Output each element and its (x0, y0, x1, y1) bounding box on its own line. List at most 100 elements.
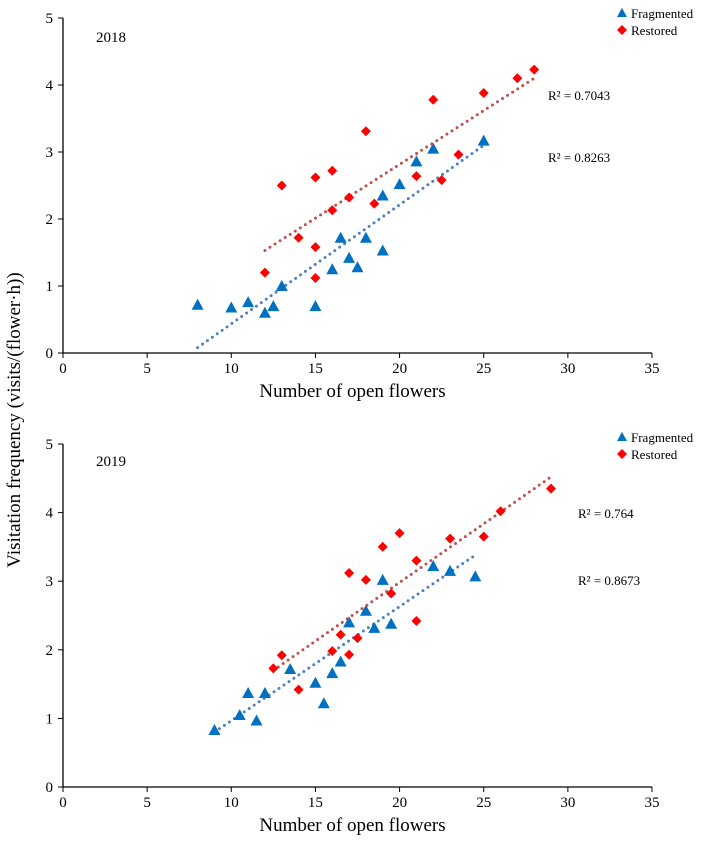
x-tick-label: 10 (224, 795, 239, 811)
point-fragmented (427, 142, 440, 154)
point-restored (495, 506, 506, 517)
point-restored (293, 232, 304, 243)
point-fragmented (326, 667, 339, 679)
legend-triangle-icon (617, 8, 627, 17)
point-fragmented (359, 231, 372, 243)
point-fragmented (376, 573, 389, 585)
x-axis-label: Number of open flowers (259, 815, 445, 836)
point-fragmented (267, 300, 280, 312)
chart-year-label: 2018 (96, 30, 126, 46)
point-restored (327, 165, 338, 176)
point-fragmented (469, 570, 482, 582)
point-fragmented (191, 298, 204, 310)
point-restored (512, 73, 523, 84)
x-tick-label: 15 (308, 361, 323, 377)
point-restored (428, 94, 439, 105)
point-fragmented (376, 244, 389, 256)
point-restored (478, 531, 489, 542)
chart-2019: 0 5 10 15 20 25 30 35 0 1 2 3 4 5 Number of open flowe… (46, 430, 694, 836)
chart-year-label: 2019 (96, 454, 126, 470)
point-restored (360, 126, 371, 137)
r-squared-restored: R² = 0.7043 (548, 88, 610, 103)
x-tick-label: 5 (143, 361, 151, 377)
point-restored (276, 650, 287, 661)
legend-diamond-icon (617, 449, 627, 459)
point-restored (327, 646, 338, 657)
point-fragmented (242, 687, 255, 699)
point-fragmented (368, 621, 381, 633)
point-fragmented (326, 263, 339, 275)
y-tick-label: 5 (46, 437, 54, 453)
point-restored (411, 615, 422, 626)
point-fragmented (376, 189, 389, 201)
x-tick-label: 25 (476, 361, 491, 377)
point-fragmented (258, 687, 271, 699)
point-restored (386, 588, 397, 599)
r-squared-fragmented: R² = 0.8263 (548, 150, 610, 165)
legend-restored: Restored (631, 447, 678, 462)
legend-triangle-icon (617, 432, 627, 441)
point-restored (310, 242, 321, 253)
point-fragmented (334, 231, 347, 243)
point-fragmented (359, 604, 372, 616)
point-restored (369, 198, 380, 209)
point-fragmented (242, 296, 255, 308)
point-fragmented (427, 560, 440, 572)
point-fragmented (477, 134, 490, 146)
y-tick-label: 0 (46, 780, 54, 796)
y-tick-label: 2 (46, 212, 54, 228)
point-restored (411, 555, 422, 566)
point-fragmented (343, 251, 356, 263)
point-restored (377, 541, 388, 552)
point-fragmented (233, 708, 246, 720)
point-fragmented (275, 280, 288, 291)
x-axis-label: Number of open flowers (259, 381, 445, 402)
point-fragmented (351, 261, 364, 273)
y-tick-label: 0 (46, 346, 54, 362)
point-fragmented (250, 714, 263, 726)
point-restored (478, 88, 489, 99)
point-fragmented (284, 663, 297, 675)
point-restored (335, 629, 346, 640)
y-tick-label: 4 (46, 78, 54, 94)
point-fragmented (309, 676, 322, 688)
point-restored (436, 175, 447, 186)
point-fragmented (385, 617, 398, 629)
trendline-fragmented (196, 143, 486, 350)
x-tick-label: 30 (560, 361, 575, 377)
x-tick-label: 20 (392, 361, 407, 377)
y-tick-label: 4 (46, 506, 54, 522)
point-restored (293, 684, 304, 695)
x-tick-label: 15 (308, 795, 323, 811)
point-restored (276, 180, 287, 191)
point-restored (344, 192, 355, 203)
trendline-restored (263, 76, 536, 252)
r-squared-restored: R² = 0.764 (578, 506, 634, 521)
legend-diamond-icon (617, 25, 627, 35)
x-tick-label: 30 (560, 795, 575, 811)
x-tick-label: 0 (59, 361, 67, 377)
point-restored (327, 205, 338, 216)
x-tick-label: 35 (645, 361, 660, 377)
point-restored (546, 483, 557, 494)
point-fragmented (343, 616, 356, 628)
point-restored (344, 649, 355, 660)
y-tick-label: 2 (46, 643, 54, 659)
x-tick-label: 25 (476, 795, 491, 811)
point-restored (259, 267, 270, 278)
point-restored (529, 64, 540, 75)
point-restored (445, 533, 456, 544)
y-tick-label: 3 (46, 145, 54, 161)
point-fragmented (309, 300, 322, 312)
y-tick-label: 1 (46, 711, 54, 727)
point-restored (310, 272, 321, 283)
point-fragmented (258, 306, 271, 318)
legend-restored: Restored (631, 23, 678, 38)
point-fragmented (225, 301, 238, 313)
x-tick-label: 5 (143, 795, 151, 811)
point-fragmented (410, 155, 423, 167)
legend-fragmented: Fragmented (631, 430, 694, 445)
trendline-restored (271, 475, 553, 672)
chart-2018: 0 5 10 15 20 25 30 35 0 1 2 3 4 5 Number of open flowe… (46, 6, 694, 402)
legend-fragmented: Fragmented (631, 6, 694, 21)
